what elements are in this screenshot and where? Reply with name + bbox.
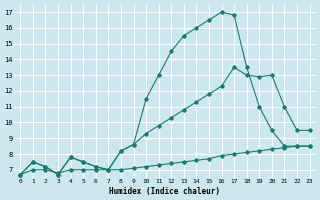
X-axis label: Humidex (Indice chaleur): Humidex (Indice chaleur) <box>109 187 220 196</box>
